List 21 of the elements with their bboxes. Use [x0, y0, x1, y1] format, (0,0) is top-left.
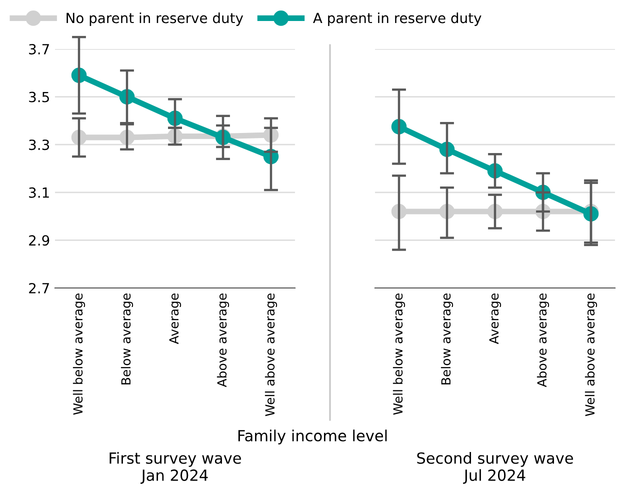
x-tick-label: Well below average [392, 294, 406, 415]
text: Second survey wave Jul 2024 [417, 452, 574, 484]
x-tick-label: Well below average [72, 294, 86, 415]
x-axis-title: Family income level [238, 430, 387, 444]
y-tick-label: 3.1 [29, 187, 49, 198]
legend-label: No parent in reserve duty [66, 12, 244, 26]
x-tick-label: Average [489, 294, 502, 344]
y-tick-label: 2.7 [29, 282, 49, 294]
y-tick-label: 3.7 [29, 44, 49, 54]
x-tick-label: Above average [216, 294, 230, 388]
x-tick-label: Below average [120, 294, 134, 384]
y-tick-label: 3.3 [29, 140, 50, 150]
text: First survey wave Jan 2024 [110, 452, 241, 484]
x-tick-label: Above average [536, 294, 550, 388]
x-tick-label: Average [169, 294, 182, 344]
x-tick-label: Below average [440, 294, 454, 384]
legend-label: A parent in reserve duty [313, 12, 482, 26]
x-tick-label: Well above average [584, 294, 598, 416]
y-tick-label: 3.5 [29, 92, 49, 102]
y-tick-label: 2.9 [29, 235, 50, 246]
x-tick-label: Well above average [264, 294, 278, 416]
